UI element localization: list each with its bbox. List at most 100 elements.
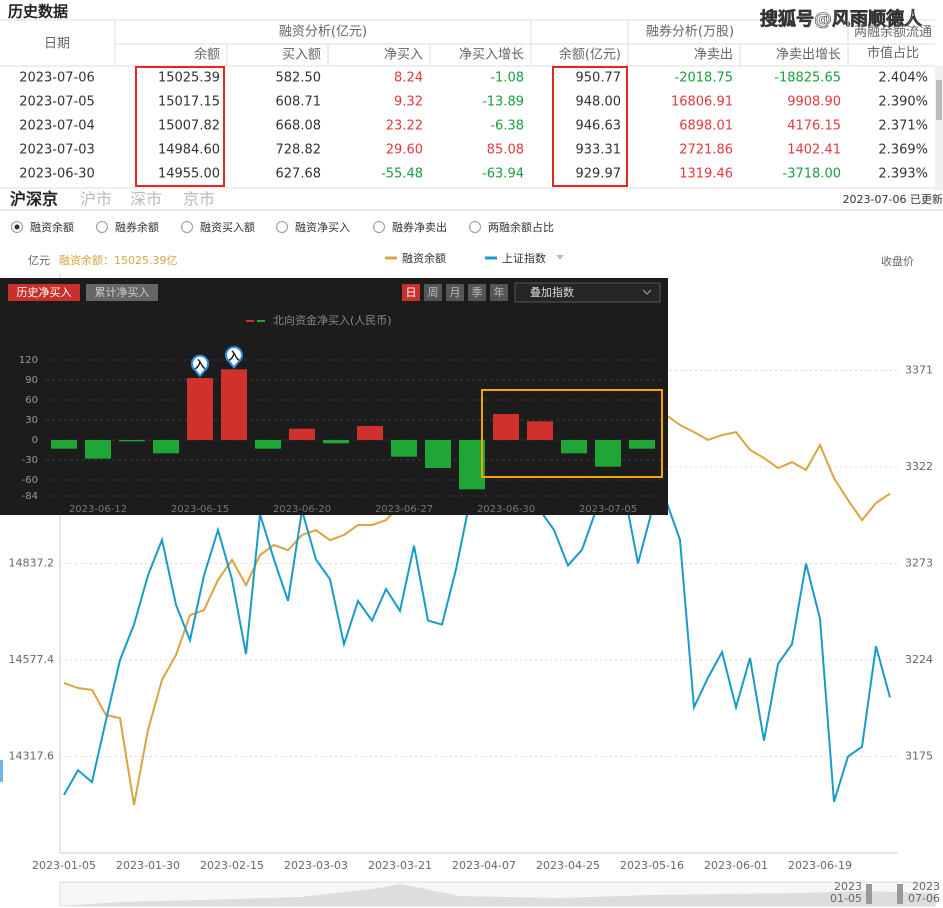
market-tab[interactable]: 深市 xyxy=(130,190,162,209)
bar xyxy=(289,428,315,440)
update-date: 2023-07-06 已更新 xyxy=(843,192,943,206)
bar xyxy=(493,414,519,440)
x-tick-label: 2023-06-20 xyxy=(273,504,331,515)
radio-label[interactable]: 融券净卖出 xyxy=(392,220,447,234)
y-tick-label: 0 xyxy=(32,435,38,446)
cell: 2.404% xyxy=(878,71,928,86)
market-tab[interactable]: 京市 xyxy=(183,190,215,209)
bar xyxy=(391,440,417,457)
period-button[interactable] xyxy=(468,284,486,301)
cell: 929.97 xyxy=(576,167,622,182)
marker-pin xyxy=(225,346,243,369)
radio[interactable] xyxy=(181,221,193,233)
bar xyxy=(527,421,553,440)
date-cell: 2023-07-04 xyxy=(19,119,95,134)
date-cell: 2023-07-06 xyxy=(19,71,95,86)
overlay-select[interactable] xyxy=(514,282,661,303)
dropdown-arrow[interactable] xyxy=(556,255,564,260)
cell: 14955.00 xyxy=(158,167,220,182)
bar xyxy=(85,440,111,459)
cell: -2018.75 xyxy=(675,71,733,86)
cell: 15025.39 xyxy=(158,71,220,86)
y-tick-label: 14577.4 xyxy=(9,653,55,666)
legend-label[interactable]: 上证指数 xyxy=(502,251,546,265)
period-label[interactable]: 年 xyxy=(494,285,505,299)
overlay-arrow xyxy=(642,289,652,295)
mode-button[interactable] xyxy=(86,284,158,301)
scrollbar[interactable] xyxy=(935,66,943,190)
bar xyxy=(51,440,77,449)
radio[interactable] xyxy=(373,221,385,233)
radio-label[interactable]: 融券余额 xyxy=(115,220,159,234)
cell: 8.24 xyxy=(394,71,423,86)
sub-header: 余额(亿元) xyxy=(559,47,621,63)
x-tick-label: 2023-06-19 xyxy=(788,859,852,872)
navigator-label: 07-06 xyxy=(908,892,940,905)
cell: 4176.15 xyxy=(787,119,841,134)
cell: -55.48 xyxy=(381,167,423,182)
inset-bg xyxy=(0,278,668,515)
radio[interactable] xyxy=(276,221,288,233)
mode-label[interactable]: 累计净买入 xyxy=(95,285,150,299)
cell: 1402.41 xyxy=(787,143,841,158)
period-button[interactable] xyxy=(446,284,464,301)
bar xyxy=(153,440,179,454)
cell: 728.82 xyxy=(276,143,322,158)
radio-label[interactable]: 融资余额 xyxy=(30,220,74,234)
cell: 608.71 xyxy=(276,95,322,110)
navigator-area xyxy=(60,884,935,906)
bar xyxy=(459,440,485,490)
date-cell: 2023-07-05 xyxy=(19,95,95,110)
cell: 9908.90 xyxy=(787,95,841,110)
inset-panel: 历史净买入 累计净买入 日周月季年 叠加指数北向资金净买入(人民币) 120 90 60 30… xyxy=(0,278,668,515)
overlay-label[interactable]: 叠加指数 xyxy=(530,285,574,299)
navigator-handle[interactable] xyxy=(866,884,872,904)
x-tick-label: 2023-06-15 xyxy=(171,504,229,515)
radio-label[interactable]: 融资买入额 xyxy=(200,221,255,234)
sub-header: 买入额 xyxy=(282,48,321,63)
period-button[interactable] xyxy=(490,284,508,301)
y-tick-label: 30 xyxy=(25,415,38,426)
header: 融资分析(亿元) xyxy=(279,25,367,40)
mode-label[interactable]: 历史净买入 xyxy=(17,285,72,299)
y-tick-label: -30 xyxy=(22,455,38,466)
x-tick-label: 2023-04-25 xyxy=(536,859,600,872)
period-button[interactable] xyxy=(402,284,420,301)
bar xyxy=(323,440,349,444)
y2-tick-label: 3273 xyxy=(905,557,933,570)
header: 日期 xyxy=(44,37,70,52)
readout: 融资余额：15025.39亿 xyxy=(59,253,178,267)
cell: 16806.91 xyxy=(671,95,733,110)
radio-label[interactable]: 融资净买入 xyxy=(295,220,350,234)
navigator-handle[interactable] xyxy=(897,884,903,904)
table-bg xyxy=(0,20,935,190)
cell: -1.08 xyxy=(490,71,524,86)
legend-label[interactable]: 融资余额 xyxy=(402,251,446,265)
y2-tick-label: 3175 xyxy=(905,750,933,763)
period-button[interactable] xyxy=(424,284,442,301)
market-tab[interactable]: 沪深京 xyxy=(10,190,58,209)
x-tick-label: 2023-03-03 xyxy=(284,859,348,872)
scroll-thumb[interactable] xyxy=(936,80,942,120)
x-tick-label: 2023-03-21 xyxy=(368,859,432,872)
period-label[interactable]: 季 xyxy=(472,286,483,299)
mode-button[interactable] xyxy=(8,284,80,301)
navigator-label: 2023 xyxy=(834,880,862,893)
radio[interactable] xyxy=(469,221,481,233)
y-tick-label: 14317.6 xyxy=(9,750,55,763)
period-label[interactable]: 月 xyxy=(450,286,461,299)
cell: 2.393% xyxy=(878,167,928,182)
cell: 6898.01 xyxy=(679,119,733,134)
radio-label[interactable]: 两融余额占比 xyxy=(488,220,554,234)
x-tick-label: 2023-06-12 xyxy=(69,504,127,515)
bar xyxy=(595,440,621,467)
period-label[interactable]: 周 xyxy=(428,286,439,299)
x-tick-label: 2023-06-30 xyxy=(477,504,535,515)
radio[interactable] xyxy=(96,221,108,233)
sub-header: 净买入 xyxy=(384,48,423,63)
sub-header: 净买入增长 xyxy=(459,48,524,63)
x-tick-label: 2023-05-16 xyxy=(620,859,684,872)
bar xyxy=(561,440,587,454)
market-tab[interactable]: 沪市 xyxy=(80,190,112,209)
period-label[interactable]: 日 xyxy=(406,286,417,299)
